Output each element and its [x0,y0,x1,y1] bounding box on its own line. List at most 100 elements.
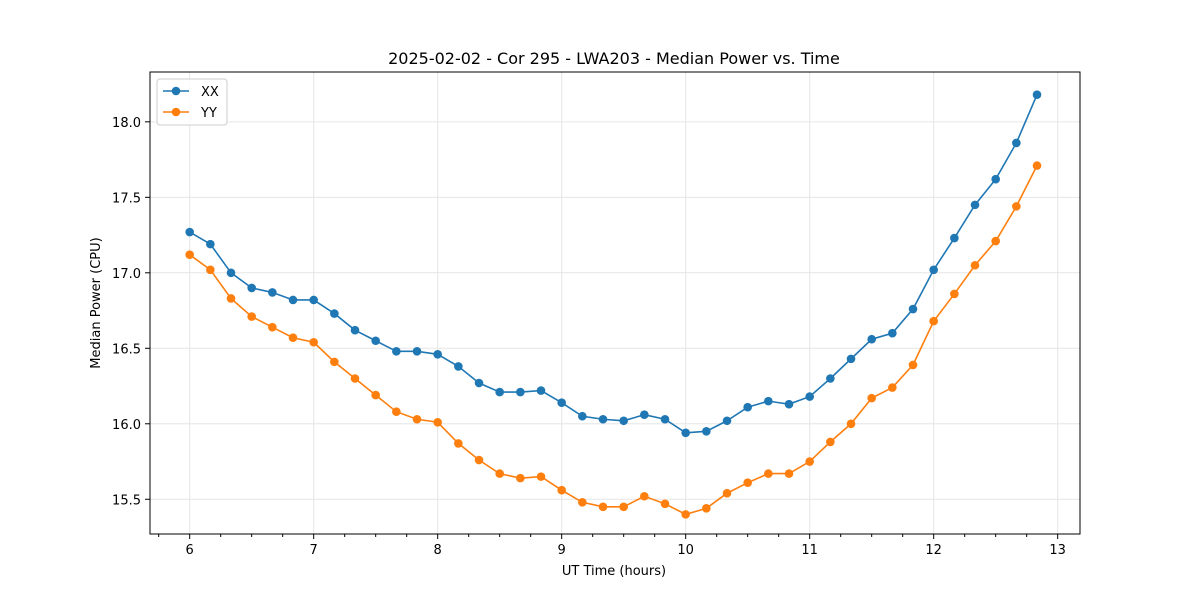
data-point-yy [908,360,918,370]
data-point-yy [516,473,525,483]
data-point-yy [743,478,752,487]
data-point-xx [516,387,525,397]
data-point-yy [764,469,773,478]
data-point-xx [392,347,401,356]
data-point-xx [557,398,566,407]
data-point-yy [474,455,484,465]
data-point-xx [226,268,236,278]
data-point-yy [536,472,546,481]
data-point-yy [888,383,897,392]
series-layer [185,90,1042,519]
data-point-xx [309,295,318,305]
data-point-xx [433,350,442,359]
data-point-yy [371,390,380,400]
data-point-xx [888,328,897,338]
data-point-yy [598,502,608,512]
data-point-yy [722,488,732,498]
data-point-yy [247,312,256,321]
data-point-xx [185,227,194,237]
data-point-yy [185,250,194,259]
y-tick-label: 16.0 [112,418,141,433]
series-line-yy [189,165,1038,516]
data-point-xx [867,334,876,344]
data-point-yy [929,316,938,326]
x-tick-label: 8 [434,543,442,558]
data-point-xx [764,396,773,406]
data-point-yy [970,260,980,270]
data-point-xx [371,336,380,346]
data-point-yy [702,504,711,513]
data-point-xx [412,347,422,356]
data-point-xx [206,239,215,249]
data-point-yy [1032,161,1042,170]
data-point-yy [660,499,670,509]
data-point-xx [536,386,546,395]
data-point-yy [392,407,401,417]
x-tick-label: 6 [186,543,194,558]
x-tick-label: 12 [925,543,942,558]
y-tick-label: 17.0 [112,267,141,282]
data-point-xx [619,416,628,426]
y-axis-label: Median Power (CPU) [89,237,104,368]
data-point-xx [1012,138,1021,148]
data-point-xx [474,378,484,388]
data-point-xx [495,387,504,397]
x-tick-label: 13 [1049,543,1066,558]
data-point-xx [784,399,794,409]
legend-marker-xx [171,86,181,96]
data-point-yy [330,357,339,367]
data-point-yy [950,289,959,299]
data-point-yy [495,469,504,478]
data-point-xx [722,416,732,426]
data-point-xx [598,414,608,424]
data-point-xx [330,309,339,318]
y-tick-label: 17.5 [112,191,141,206]
legend-marker-yy [171,107,181,117]
data-point-xx [950,233,959,243]
data-point-xx [846,354,856,364]
y-axis: 15.5 16.0 16.5 17.0 17.5 18.0 [112,116,150,508]
data-point-yy [1012,202,1021,211]
data-point-yy [578,497,587,507]
legend-label-xx: XX [201,85,219,100]
data-point-xx [640,410,649,420]
data-point-yy [681,510,690,519]
data-point-xx [1032,90,1042,99]
x-tick-label: 10 [677,543,694,558]
legend-label-yy: YY [200,106,217,121]
data-point-xx [826,374,835,383]
data-point-xx [991,174,1000,184]
data-point-xx [288,295,298,305]
x-tick-label: 9 [558,543,566,558]
series-xx [185,90,1042,438]
data-point-yy [557,485,566,495]
y-tick-label: 18.0 [112,116,141,131]
data-point-xx [681,428,690,438]
x-tick-label: 11 [801,543,818,558]
data-point-xx [350,325,360,335]
plot-frame [149,71,1081,535]
data-point-yy [867,393,876,403]
data-point-yy [846,419,856,429]
x-axis: 6 7 8 9 10 11 12 13 [158,534,1066,558]
data-point-yy [454,439,463,448]
data-point-yy [288,333,298,343]
data-point-yy [784,469,794,478]
data-point-xx [268,288,277,297]
data-point-xx [805,392,814,401]
chart-title: 2025-02-02 - Cor 295 - LWA203 - Median P… [388,49,840,68]
data-point-yy [805,457,814,466]
data-point-yy [826,437,835,447]
x-tick-label: 7 [310,543,318,558]
data-point-xx [970,200,980,210]
data-point-yy [206,265,215,275]
data-point-yy [309,337,318,347]
data-point-xx [660,414,670,424]
data-point-xx [578,411,587,421]
data-point-yy [226,294,236,303]
data-point-yy [619,502,628,512]
data-point-yy [412,414,422,424]
data-point-xx [929,265,938,275]
data-point-yy [350,374,360,383]
legend: XX YY [156,78,228,126]
